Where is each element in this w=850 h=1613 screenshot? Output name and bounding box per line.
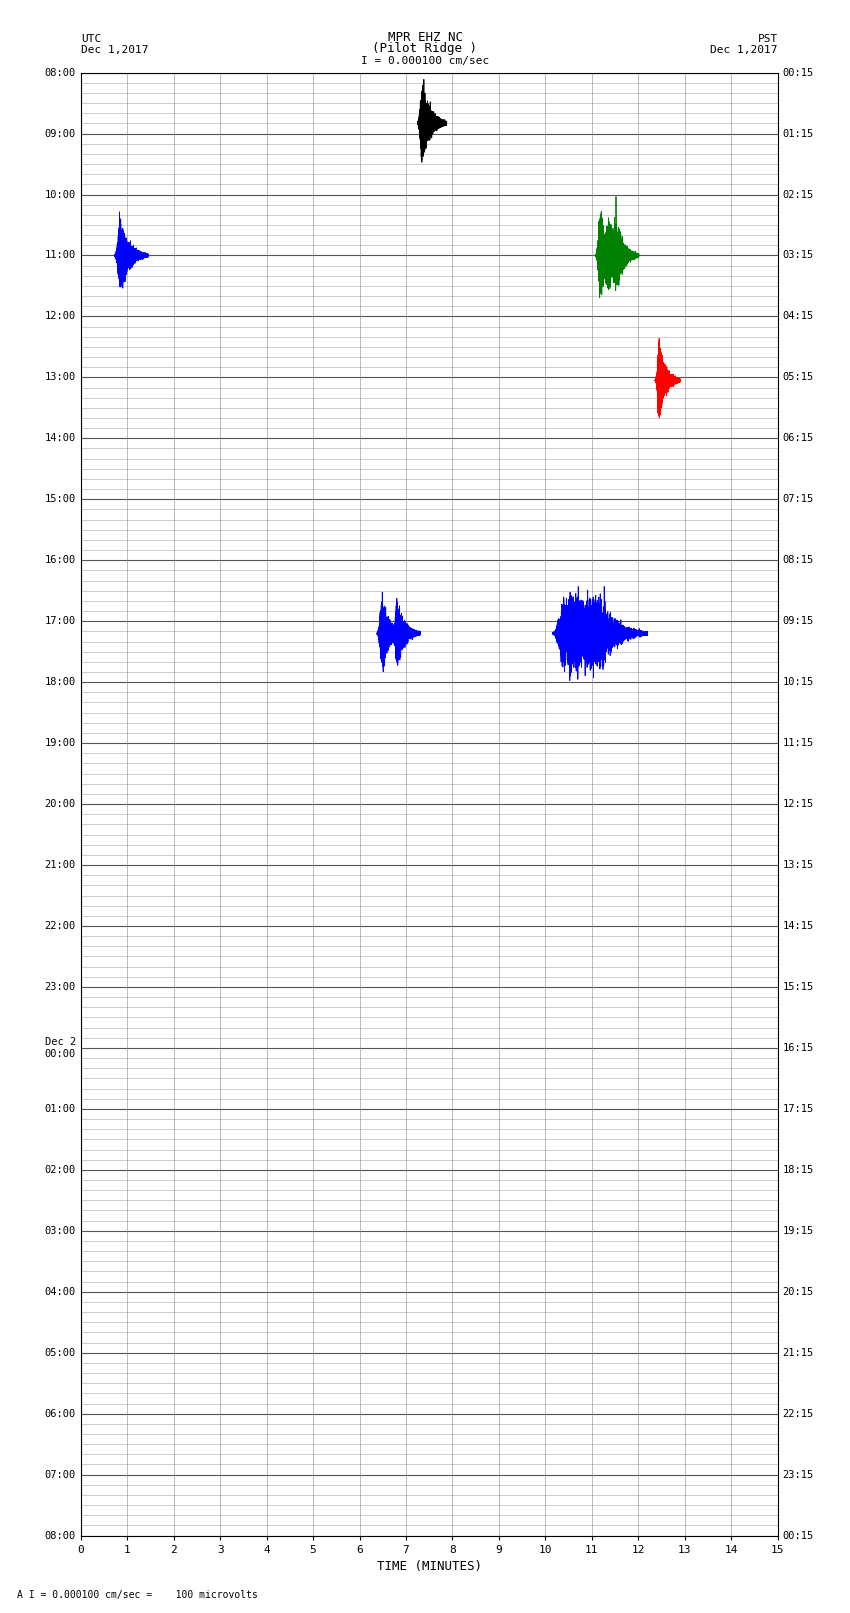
Text: PST: PST xyxy=(757,34,778,44)
Text: A I = 0.000100 cm/sec =    100 microvolts: A I = 0.000100 cm/sec = 100 microvolts xyxy=(17,1590,258,1600)
Text: I = 0.000100 cm/sec: I = 0.000100 cm/sec xyxy=(361,56,489,66)
Text: Dec 1,2017: Dec 1,2017 xyxy=(711,45,778,55)
X-axis label: TIME (MINUTES): TIME (MINUTES) xyxy=(377,1560,482,1573)
Text: Dec 1,2017: Dec 1,2017 xyxy=(81,45,148,55)
Text: UTC: UTC xyxy=(81,34,101,44)
Text: MPR EHZ NC: MPR EHZ NC xyxy=(388,31,462,44)
Text: (Pilot Ridge ): (Pilot Ridge ) xyxy=(372,42,478,55)
